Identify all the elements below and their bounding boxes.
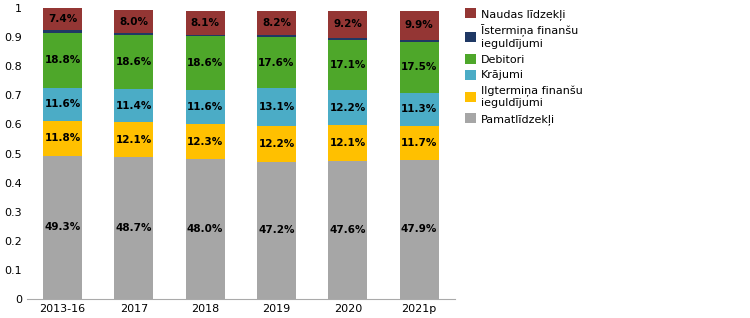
Text: 9.9%: 9.9% <box>405 20 433 31</box>
Bar <box>43 33 82 87</box>
Text: 12.2%: 12.2% <box>330 103 366 113</box>
Bar <box>400 40 439 42</box>
Text: 11.3%: 11.3% <box>401 104 437 114</box>
Bar <box>114 33 154 35</box>
Bar <box>185 90 225 124</box>
Bar <box>43 121 82 156</box>
Text: 7.4%: 7.4% <box>48 14 77 24</box>
Text: 48.7%: 48.7% <box>116 223 152 233</box>
Text: 13.1%: 13.1% <box>258 102 295 112</box>
Bar <box>256 11 296 35</box>
Text: 12.1%: 12.1% <box>116 135 152 145</box>
Bar <box>328 40 368 90</box>
Bar <box>185 11 225 35</box>
Text: 11.6%: 11.6% <box>187 102 224 112</box>
Bar <box>400 42 439 93</box>
Legend: Naudas līdzekļi, Īstermiņa finanšu
ieguldījumi, Debitori, Krājumi, Ilgtermiņa fi: Naudas līdzekļi, Īstermiņa finanšu iegul… <box>465 8 583 125</box>
Text: 17.1%: 17.1% <box>329 60 366 70</box>
Text: 18.8%: 18.8% <box>44 55 80 65</box>
Text: 47.6%: 47.6% <box>329 225 366 235</box>
Bar <box>114 35 154 89</box>
Bar <box>185 36 225 90</box>
Text: 11.7%: 11.7% <box>401 138 437 148</box>
Bar <box>43 156 82 299</box>
Bar <box>114 122 154 157</box>
Text: 47.2%: 47.2% <box>258 225 295 235</box>
Text: 18.6%: 18.6% <box>187 58 224 68</box>
Bar <box>328 90 368 125</box>
Bar <box>185 35 225 36</box>
Bar <box>185 159 225 299</box>
Text: 11.8%: 11.8% <box>44 134 80 143</box>
Bar <box>185 124 225 159</box>
Text: 12.3%: 12.3% <box>187 136 224 147</box>
Bar <box>328 125 368 161</box>
Bar <box>256 35 296 37</box>
Bar <box>400 160 439 299</box>
Bar <box>114 10 154 33</box>
Bar <box>43 30 82 33</box>
Bar <box>256 37 296 88</box>
Text: 17.5%: 17.5% <box>401 62 437 73</box>
Bar <box>114 157 154 299</box>
Bar <box>328 38 368 40</box>
Text: 9.2%: 9.2% <box>333 19 362 30</box>
Text: 12.1%: 12.1% <box>330 138 366 148</box>
Text: 11.4%: 11.4% <box>116 100 152 111</box>
Bar <box>400 126 439 160</box>
Text: 47.9%: 47.9% <box>401 224 437 234</box>
Text: 17.6%: 17.6% <box>258 58 295 67</box>
Bar <box>256 162 296 299</box>
Bar <box>400 93 439 126</box>
Text: 18.6%: 18.6% <box>116 57 152 67</box>
Bar <box>400 11 439 40</box>
Text: 8.0%: 8.0% <box>119 17 148 26</box>
Bar <box>43 8 82 30</box>
Text: 49.3%: 49.3% <box>44 222 80 232</box>
Bar <box>256 88 296 126</box>
Bar <box>114 89 154 122</box>
Text: 48.0%: 48.0% <box>187 224 224 234</box>
Text: 11.6%: 11.6% <box>44 100 80 109</box>
Text: 8.2%: 8.2% <box>262 18 291 28</box>
Bar <box>43 87 82 121</box>
Bar <box>328 161 368 299</box>
Text: 12.2%: 12.2% <box>258 139 295 149</box>
Bar <box>256 126 296 162</box>
Text: 8.1%: 8.1% <box>190 18 220 28</box>
Bar <box>328 11 368 38</box>
